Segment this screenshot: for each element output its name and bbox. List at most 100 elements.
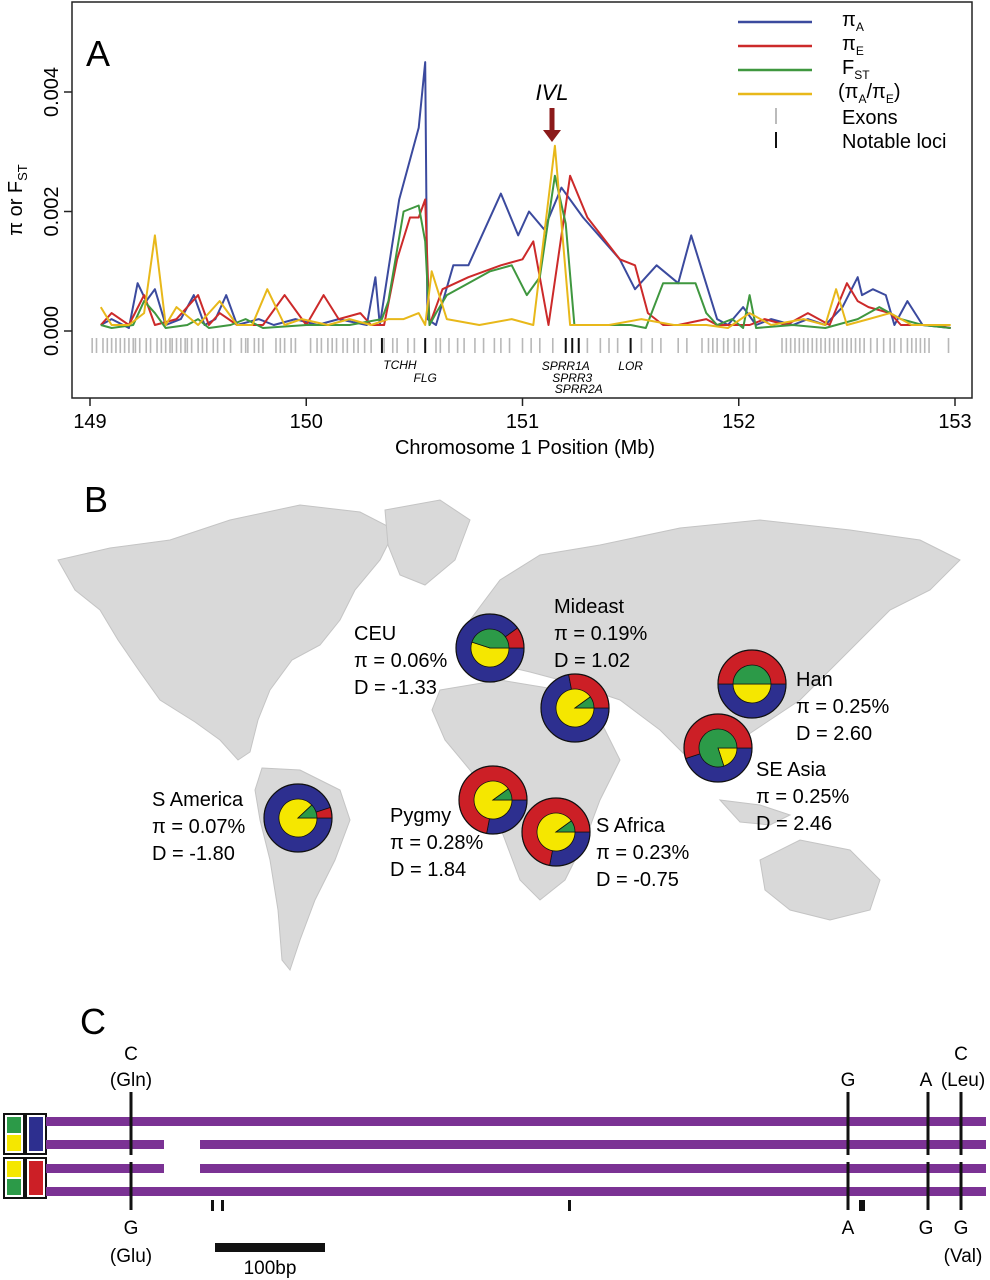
pygmy-name: Pygmy <box>390 805 451 827</box>
north-america <box>57 504 396 761</box>
mideast-d: D = 1.02 <box>554 650 630 672</box>
pop-label-pygmy: Pygmy π = 0.28% D = 1.84 <box>390 805 484 881</box>
ceu-name: CEU <box>354 623 396 645</box>
snp1-bottom-aa: (Glu) <box>110 1246 152 1267</box>
snp3-top-base: A <box>920 1070 933 1091</box>
legend-label-notable-loci: Notable loci <box>842 131 947 153</box>
haplotype-key-top <box>3 1113 47 1155</box>
mideast-name: Mideast <box>554 596 624 618</box>
pie-slice-green <box>732 664 772 685</box>
y-tick-label: 0.004 <box>41 67 63 117</box>
pop-label-se-asia: SE Asia π = 0.25% D = 2.46 <box>756 759 850 835</box>
snp3-bottom-base: G <box>919 1218 934 1239</box>
pie-slice-green <box>491 788 513 801</box>
track-3-left <box>46 1164 164 1173</box>
scale-bar <box>215 1243 325 1252</box>
key-box-right-bottom <box>25 1157 47 1199</box>
pie-outline <box>458 765 528 835</box>
pie-slice-yellow <box>732 683 772 704</box>
scale-bar-label: 100bp <box>244 1258 297 1279</box>
pie-outline <box>683 713 753 783</box>
key-box-left-bottom <box>3 1157 25 1199</box>
ivl-marker: IVL <box>535 80 569 142</box>
x-tick-label: 149 <box>73 411 106 433</box>
pie-se-asia <box>683 713 753 783</box>
pygmy-pi: π = 0.28% <box>390 832 484 854</box>
snp4-top-aa: (Leu) <box>941 1070 985 1091</box>
legend-label-fst: FST <box>842 57 870 82</box>
han-name: Han <box>796 669 833 691</box>
pop-label-ceu: CEU π = 0.06% D = -1.33 <box>354 623 448 699</box>
snp4-top-base: C <box>954 1044 968 1065</box>
key-box-left-top <box>3 1113 25 1155</box>
pop-label-mideast: Mideast π = 0.19% D = 1.02 <box>554 596 648 672</box>
s-america-d: D = -1.80 <box>152 843 235 865</box>
y-tick-label: 0.002 <box>41 186 63 236</box>
pie-ceu <box>455 613 525 683</box>
pie-outline <box>540 673 610 743</box>
mark-2 <box>221 1200 224 1211</box>
s-africa-name: S Africa <box>596 815 666 837</box>
series-line <box>100 61 951 329</box>
track-1 <box>46 1117 986 1126</box>
pie-s-america <box>263 783 333 853</box>
han-pi: π = 0.25% <box>796 696 890 718</box>
legend-label-ratio: (πA/πE) <box>838 81 901 106</box>
x-tick-label: 153 <box>938 411 971 433</box>
s-america-pi: π = 0.07% <box>152 816 246 838</box>
population-pies <box>263 613 787 867</box>
mark-3 <box>568 1200 571 1211</box>
key-green-bottom <box>7 1179 21 1195</box>
australia <box>759 839 881 921</box>
s-africa-pi: π = 0.23% <box>596 842 690 864</box>
track-2-right <box>200 1140 986 1149</box>
x-axis-label: Chromosome 1 Position (Mb) <box>395 437 655 459</box>
legend-label-pi-e: πE <box>842 33 864 58</box>
pie-outline <box>521 797 591 867</box>
pie-han <box>717 649 787 719</box>
haplotype-key-bottom <box>3 1157 47 1199</box>
key-yellow-top <box>7 1135 21 1151</box>
ceu-d: D = -1.33 <box>354 677 437 699</box>
s-africa-d: D = -0.75 <box>596 869 679 891</box>
series-lines <box>99 61 951 329</box>
key-blue <box>29 1117 43 1151</box>
track-3-right <box>200 1164 986 1173</box>
pie-pygmy <box>458 765 528 835</box>
s-america-name: S America <box>152 789 244 811</box>
pop-label-han: Han π = 0.25% D = 2.60 <box>796 669 890 745</box>
panel-c-letter: C <box>80 1001 106 1042</box>
locus-label: TCHH <box>383 358 417 372</box>
pie-slice-green <box>573 696 595 709</box>
greenland <box>384 499 471 586</box>
pie-outline <box>263 783 333 853</box>
indonesia <box>718 799 792 826</box>
snp1-bottom-base: G <box>124 1218 139 1239</box>
locus-label: SPRR3 <box>552 371 592 385</box>
legend-label-pi-a: πA <box>842 9 864 34</box>
pie-slice-green <box>554 820 576 833</box>
mark-4 <box>859 1200 865 1211</box>
snp1-top-base: C <box>124 1044 138 1065</box>
locus-label: FLG <box>414 371 437 385</box>
pygmy-d: D = 1.84 <box>390 859 466 881</box>
series-line <box>100 174 951 329</box>
snp4-bottom-aa: (Val) <box>944 1246 983 1267</box>
snp-lines <box>129 1092 963 1210</box>
track-2-left <box>46 1140 164 1149</box>
pie-slice-green <box>698 728 738 768</box>
series-line <box>100 174 951 329</box>
snp1-top-aa: (Gln) <box>110 1070 152 1091</box>
se-asia-name: SE Asia <box>756 759 827 781</box>
locus-label: SPRR2A <box>555 382 603 396</box>
se-asia-d: D = 2.46 <box>756 813 832 835</box>
snp4-bottom-base: G <box>954 1218 969 1239</box>
x-tick-label: 150 <box>290 411 323 433</box>
ivl-label: IVL <box>535 80 568 105</box>
snp2-top-base: G <box>841 1070 856 1091</box>
panel-a-letter: A <box>86 33 110 74</box>
pie-outline <box>717 649 787 719</box>
x-tick-label: 152 <box>722 411 755 433</box>
